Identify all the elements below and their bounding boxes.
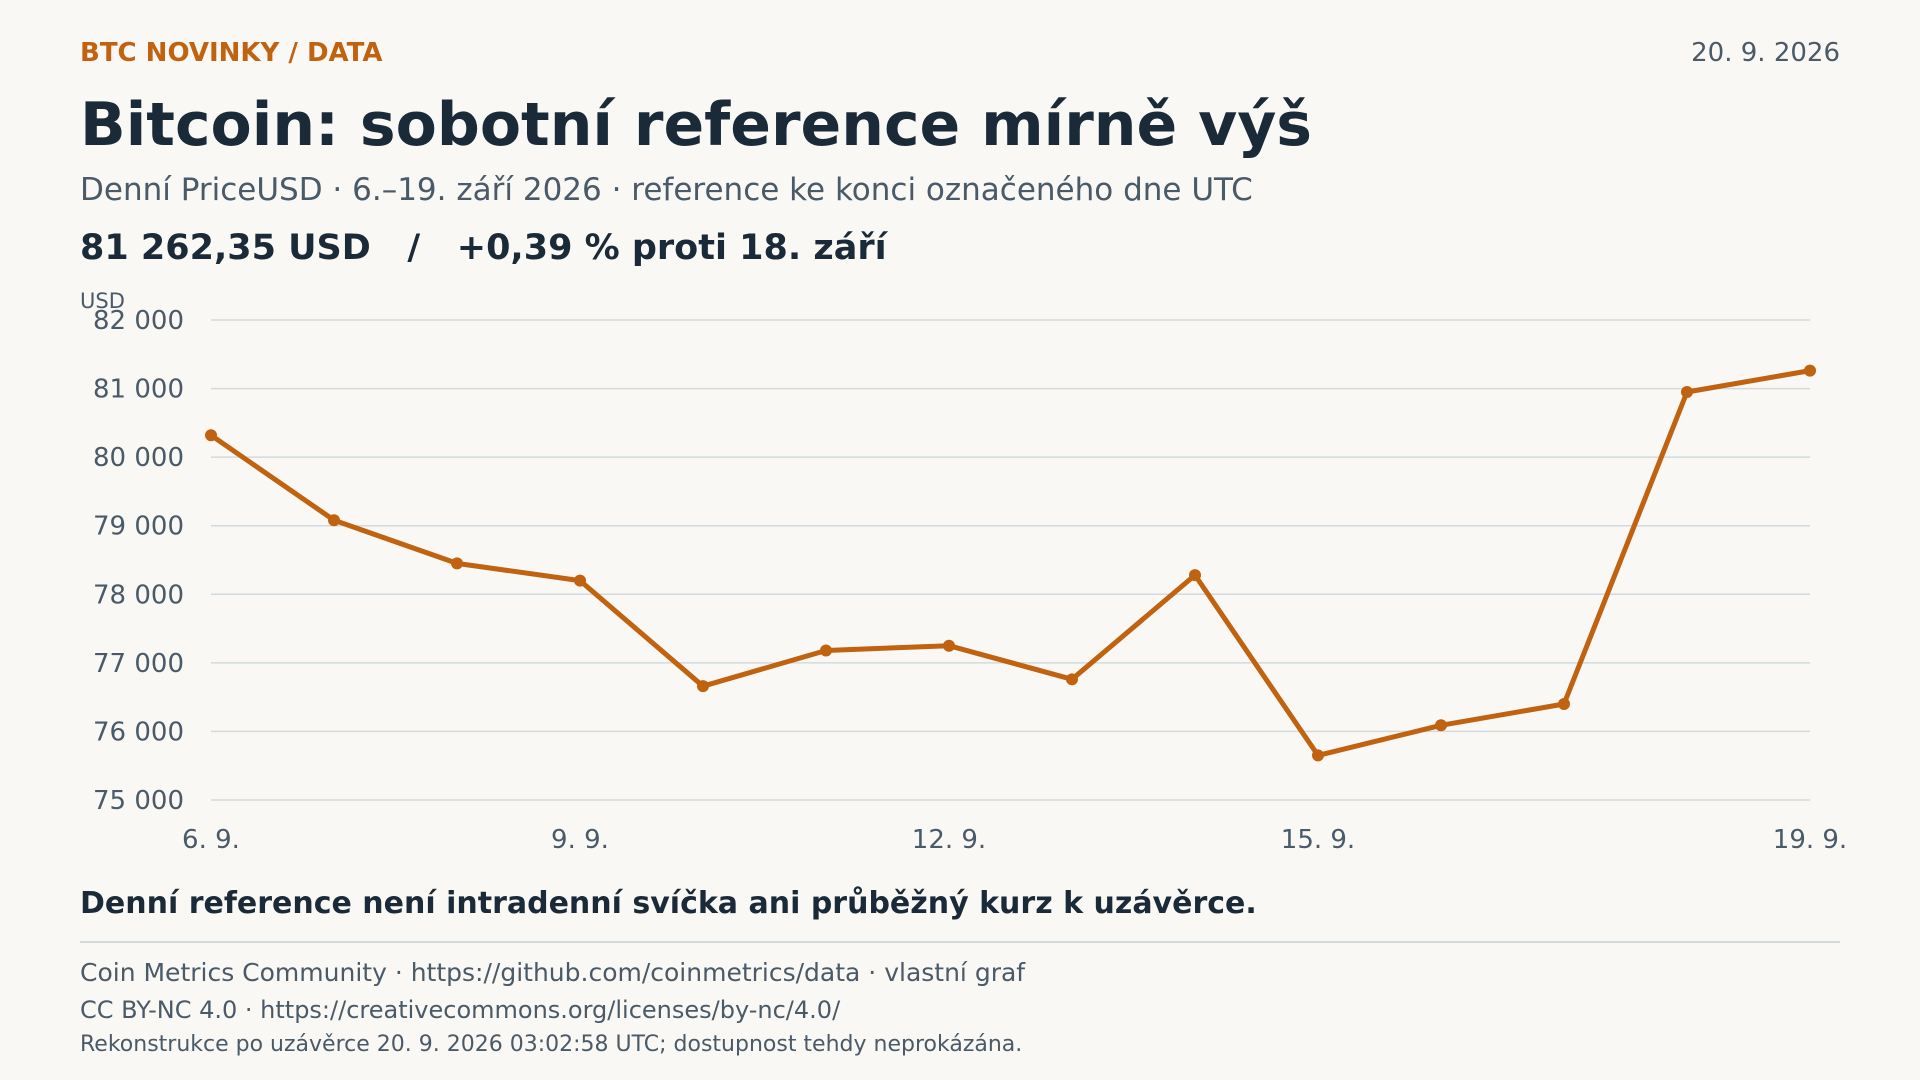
data-point <box>1558 698 1570 710</box>
license-line: CC BY-NC 4.0 · https://creativecommons.o… <box>80 996 841 1024</box>
divider <box>80 941 1840 943</box>
x-tick-label: 9. 9. <box>551 825 609 855</box>
data-point <box>1312 749 1324 762</box>
data-point <box>1066 673 1078 686</box>
y-tick-label: 79 000 <box>93 512 184 542</box>
data-point <box>574 574 586 587</box>
headline-value: 81 262,35 USD <box>80 228 371 268</box>
headline-separator: / <box>407 228 421 268</box>
data-point <box>697 680 709 693</box>
headline-stat: 81 262,35 USD / +0,39 % proti 18. září <box>80 228 887 268</box>
x-tick-label: 15. 9. <box>1281 825 1355 855</box>
subtitle: Denní PriceUSD · 6.–19. září 2026 · refe… <box>80 172 1253 208</box>
data-point <box>1435 719 1447 732</box>
y-tick-label: 76 000 <box>93 717 184 747</box>
kicker: BTC NOVINKY / DATA <box>80 38 383 68</box>
x-tick-label: 19. 9. <box>1773 825 1847 855</box>
data-point <box>1681 386 1693 398</box>
x-axis: 6. 9. 9. 9. 12. 9. 15. 9. 19. 9. <box>182 825 1847 855</box>
series <box>205 364 1816 762</box>
chart-note: Denní reference není intradenní svíčka a… <box>80 886 1257 921</box>
x-tick-label: 12. 9. <box>912 825 986 855</box>
data-point <box>328 514 340 527</box>
y-tick-label: 80 000 <box>93 443 184 473</box>
headline-change: +0,39 % proti 18. září <box>456 228 887 268</box>
y-tick-label: 78 000 <box>93 580 184 610</box>
source-line: Coin Metrics Community · https://github.… <box>80 958 1026 987</box>
x-tick-label: 6. 9. <box>182 825 240 855</box>
y-tick-label: 81 000 <box>93 375 184 405</box>
data-point <box>820 644 832 657</box>
data-point <box>451 557 463 570</box>
data-point <box>1189 569 1201 582</box>
y-axis-unit: USD <box>80 289 125 313</box>
series-line <box>208 368 1813 758</box>
y-tick-label: 82 000 <box>93 306 184 336</box>
y-tick-label: 77 000 <box>93 649 184 679</box>
reconstruction-note: Rekonstrukce po uzávěrce 20. 9. 2026 03:… <box>80 1032 1023 1057</box>
data-point <box>205 429 217 442</box>
y-tick-label: 75 000 <box>93 786 184 816</box>
data-point <box>943 639 955 652</box>
data-point <box>1804 364 1816 377</box>
page-title: Bitcoin: sobotní reference mírně výš <box>80 90 1313 160</box>
publication-date: 20. 9. 2026 <box>1691 38 1840 68</box>
